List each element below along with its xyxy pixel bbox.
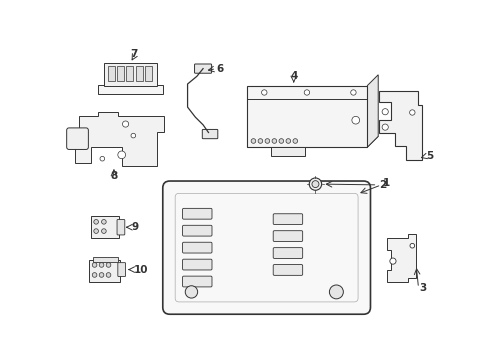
Bar bbox=[108, 66, 115, 81]
Text: 1: 1 bbox=[383, 178, 390, 188]
Circle shape bbox=[100, 156, 105, 161]
Circle shape bbox=[106, 273, 111, 277]
Circle shape bbox=[258, 139, 263, 143]
FancyBboxPatch shape bbox=[89, 260, 120, 282]
Circle shape bbox=[351, 90, 356, 95]
FancyBboxPatch shape bbox=[183, 242, 212, 253]
Circle shape bbox=[382, 109, 388, 115]
Circle shape bbox=[293, 139, 297, 143]
Circle shape bbox=[101, 229, 106, 233]
Circle shape bbox=[309, 178, 321, 190]
Text: 9: 9 bbox=[132, 222, 139, 232]
Circle shape bbox=[92, 273, 97, 277]
Polygon shape bbox=[270, 147, 305, 156]
Bar bbox=[136, 66, 143, 81]
FancyBboxPatch shape bbox=[104, 63, 157, 86]
Polygon shape bbox=[247, 136, 378, 147]
Polygon shape bbox=[379, 91, 421, 160]
Circle shape bbox=[185, 286, 197, 298]
Circle shape bbox=[101, 220, 106, 224]
Text: 3: 3 bbox=[419, 283, 427, 293]
Circle shape bbox=[329, 285, 343, 299]
Circle shape bbox=[92, 263, 97, 267]
Circle shape bbox=[410, 110, 415, 115]
FancyBboxPatch shape bbox=[183, 208, 212, 219]
FancyBboxPatch shape bbox=[183, 225, 212, 236]
FancyBboxPatch shape bbox=[163, 181, 370, 314]
FancyBboxPatch shape bbox=[273, 265, 303, 275]
FancyBboxPatch shape bbox=[273, 214, 303, 225]
Bar bbox=[145, 66, 152, 81]
Text: 10: 10 bbox=[134, 265, 148, 275]
Bar bbox=[117, 66, 124, 81]
Circle shape bbox=[304, 90, 310, 95]
Circle shape bbox=[279, 139, 284, 143]
Circle shape bbox=[99, 263, 104, 267]
FancyBboxPatch shape bbox=[67, 128, 88, 149]
FancyBboxPatch shape bbox=[91, 216, 120, 238]
Bar bbox=[126, 66, 133, 81]
Polygon shape bbox=[368, 75, 378, 147]
FancyBboxPatch shape bbox=[273, 248, 303, 258]
Bar bbox=[93, 257, 118, 262]
Circle shape bbox=[382, 124, 388, 130]
Polygon shape bbox=[387, 234, 416, 282]
Circle shape bbox=[262, 90, 267, 95]
Circle shape bbox=[122, 121, 129, 127]
Bar bbox=[247, 86, 368, 147]
FancyBboxPatch shape bbox=[202, 130, 218, 139]
FancyBboxPatch shape bbox=[183, 276, 212, 287]
Circle shape bbox=[118, 151, 125, 159]
Circle shape bbox=[272, 139, 277, 143]
Circle shape bbox=[99, 273, 104, 277]
Text: 8: 8 bbox=[110, 171, 118, 181]
Text: 6: 6 bbox=[217, 64, 224, 73]
FancyBboxPatch shape bbox=[195, 64, 212, 73]
Circle shape bbox=[251, 139, 256, 143]
Circle shape bbox=[286, 139, 291, 143]
Text: 7: 7 bbox=[130, 49, 138, 59]
FancyBboxPatch shape bbox=[117, 220, 125, 235]
Circle shape bbox=[94, 229, 98, 233]
FancyBboxPatch shape bbox=[118, 263, 125, 276]
Text: 5: 5 bbox=[426, 152, 433, 161]
Circle shape bbox=[94, 220, 98, 224]
FancyBboxPatch shape bbox=[273, 231, 303, 242]
Circle shape bbox=[410, 243, 415, 248]
FancyBboxPatch shape bbox=[183, 259, 212, 270]
FancyBboxPatch shape bbox=[98, 85, 163, 94]
Circle shape bbox=[390, 258, 396, 264]
Text: 2: 2 bbox=[379, 180, 386, 190]
Circle shape bbox=[131, 133, 136, 138]
Polygon shape bbox=[75, 112, 164, 166]
Circle shape bbox=[352, 116, 360, 124]
Circle shape bbox=[106, 263, 111, 267]
Circle shape bbox=[312, 181, 319, 188]
Text: 4: 4 bbox=[290, 71, 297, 81]
Circle shape bbox=[265, 139, 270, 143]
